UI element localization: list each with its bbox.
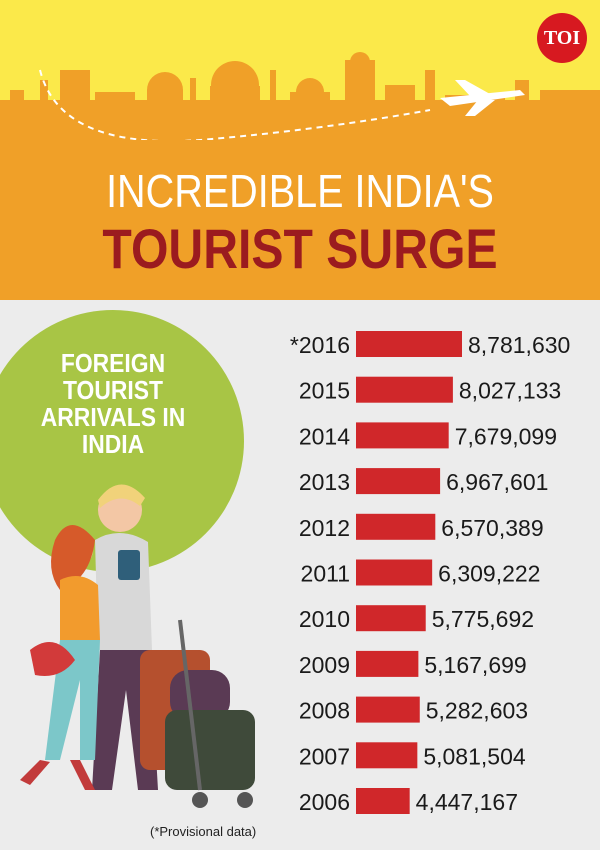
bar [356,742,418,769]
year-label: 2014 [299,423,350,449]
value-label: 6,570,389 [441,515,543,541]
toi-logo: TOI [537,13,587,63]
bar [356,696,420,723]
bar [356,331,462,357]
value-label: 5,167,699 [424,652,526,678]
tourists-illustration [20,484,255,808]
year-label: 2008 [299,698,350,724]
chart-subtitle: FOREIGN TOURIST ARRIVALS IN INDIA [40,348,186,459]
value-label: 4,447,167 [416,789,518,815]
year-label: *2016 [290,332,350,358]
year-label: 2009 [299,652,350,678]
bar [356,513,436,540]
value-label: 8,781,630 [468,332,570,358]
year-label: 2013 [299,469,350,495]
monument-skyline-illustration [0,52,600,140]
value-label: 8,027,133 [459,378,561,404]
year-label: 2011 [301,561,350,587]
bar [356,376,453,403]
orange-band [0,118,600,300]
bar [356,422,449,449]
bar [356,605,426,632]
bar [356,788,410,814]
value-label: 5,282,603 [426,698,528,724]
value-label: 6,309,222 [438,561,540,587]
footnote: (*Provisional data) [150,824,257,839]
year-label: 2006 [299,789,350,815]
title-line-2: TOURIST SURGE [102,217,498,280]
year-label: 2010 [299,606,350,632]
value-label: 7,679,099 [455,423,557,449]
year-label: 2015 [299,378,350,404]
zigzag-border [0,290,600,300]
title-line-1: INCREDIBLE INDIA'S [106,165,494,217]
value-label: 6,967,601 [446,469,548,495]
value-label: 5,081,504 [423,743,526,769]
bar-chart: *2016 8,781,630 2015 8,027,133 2014 7,679,099… [290,331,570,815]
bar [356,468,441,495]
year-label: 2007 [299,743,350,769]
bar [356,650,419,677]
value-label: 5,775,692 [432,606,534,632]
header-banner [0,0,600,300]
year-label: 2012 [299,515,350,541]
bar [356,559,433,586]
